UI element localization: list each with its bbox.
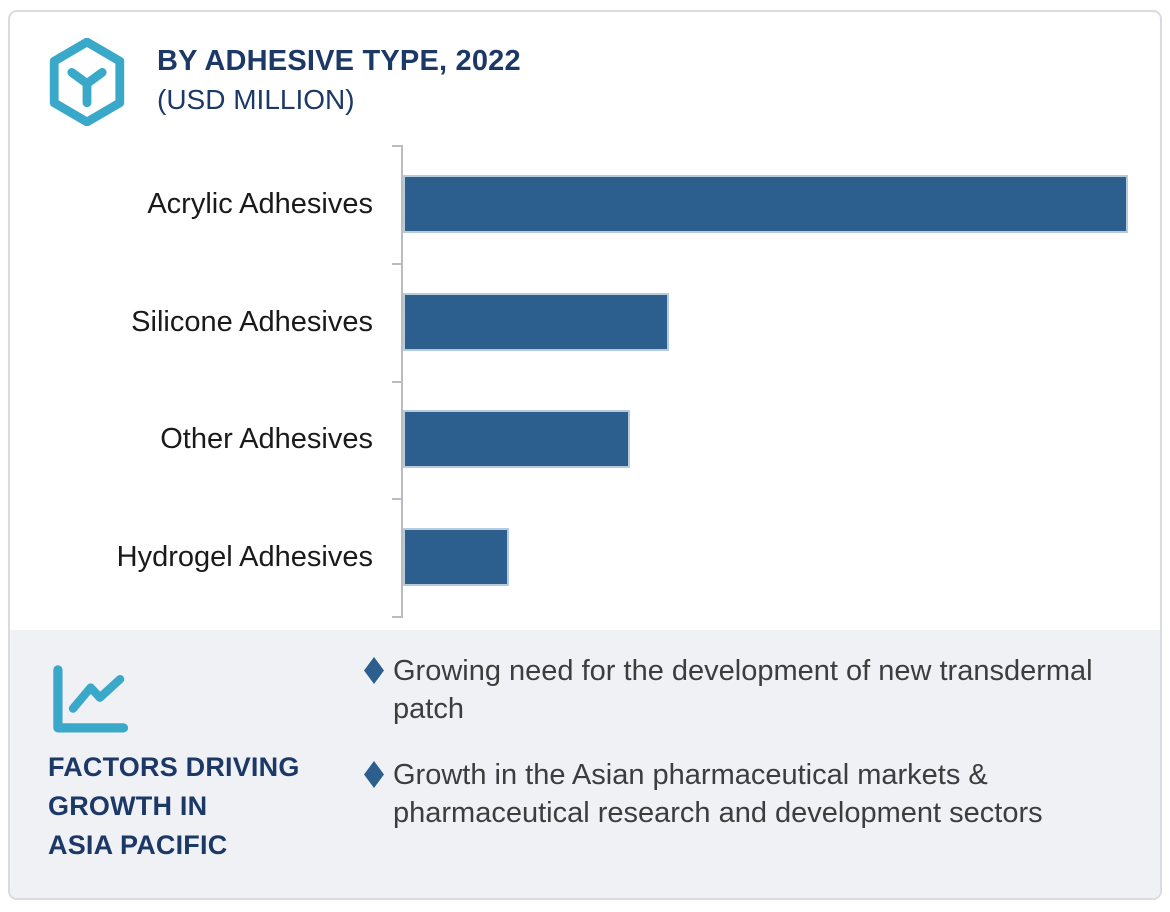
axis-tick [392, 381, 401, 383]
bar [403, 175, 1128, 233]
category-label: Acrylic Adhesives [147, 188, 373, 220]
axis-tick [392, 498, 401, 500]
chart-title-line2: (USD MILLION) [157, 84, 355, 115]
infographic-card: BY ADHESIVE TYPE, 2022 (USD MILLION) Acr… [8, 10, 1162, 900]
bar [403, 293, 669, 351]
chart-title-line1: BY ADHESIVE TYPE, 2022 [157, 45, 521, 77]
factors-heading-line: ASIA PACIFIC [48, 830, 228, 860]
factors-panel: FACTORS DRIVING GROWTH IN ASIA PACIFIC G… [10, 630, 1160, 898]
factors-heading-line: FACTORS DRIVING [48, 752, 300, 782]
bar-chart: Acrylic Adhesives Silicone Adhesives Other… [10, 12, 1160, 632]
factors-heading-line: GROWTH IN [48, 791, 208, 821]
factors-heading: FACTORS DRIVING GROWTH IN ASIA PACIFIC [48, 748, 300, 865]
factor-bullet-item: Growth in the Asian pharmaceutical marke… [364, 756, 1124, 832]
line-chart-icon [53, 665, 129, 733]
category-label: Other Adhesives [160, 423, 373, 455]
diamond-bullet-icon [364, 761, 384, 788]
factors-bullet-list: Growing need for the development of new … [364, 652, 1124, 832]
bar [403, 410, 630, 468]
hexagon-box-icon [49, 38, 125, 126]
axis-tick [392, 145, 401, 147]
category-label: Hydrogel Adhesives [116, 541, 373, 573]
category-label: Silicone Adhesives [131, 306, 373, 338]
factor-bullet-text: Growth in the Asian pharmaceutical marke… [393, 759, 1043, 829]
value-axis-line [401, 145, 403, 618]
factor-bullet-text: Growing need for the development of new … [393, 655, 1093, 725]
factor-bullet-item: Growing need for the development of new … [364, 652, 1124, 728]
chart-title: BY ADHESIVE TYPE, 2022 (USD MILLION) [157, 44, 521, 117]
diamond-bullet-icon [364, 657, 384, 684]
axis-tick [392, 263, 401, 265]
axis-tick [392, 616, 401, 618]
bar [403, 528, 509, 586]
